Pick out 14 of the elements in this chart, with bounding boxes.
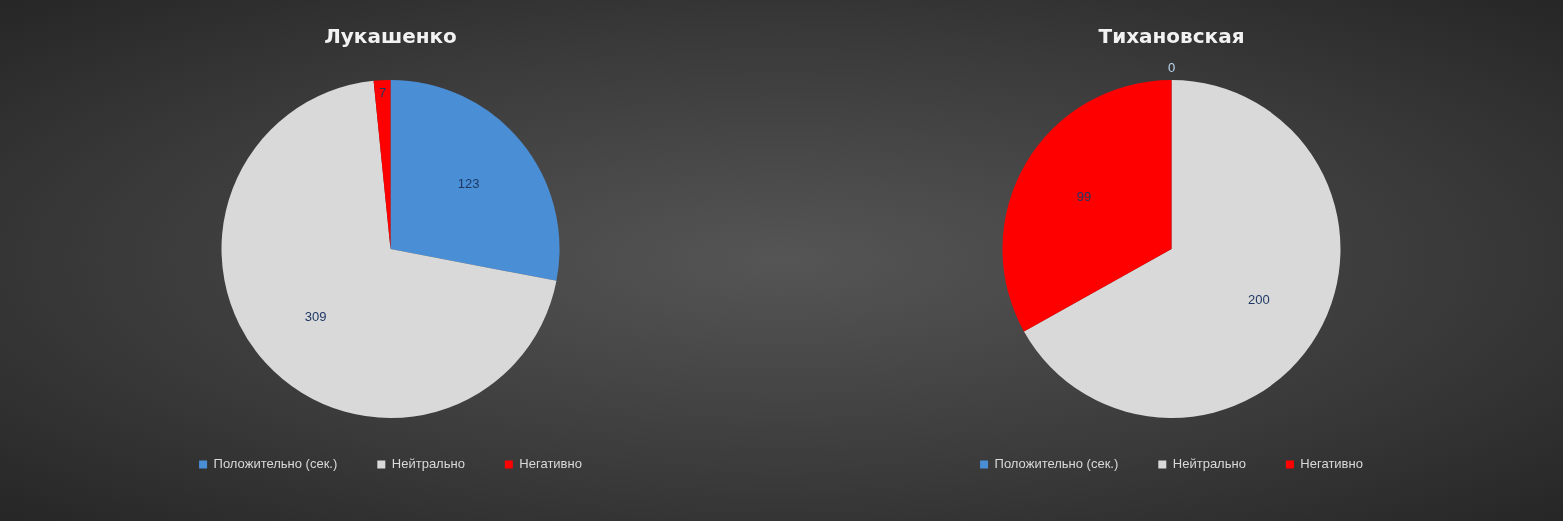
data-label: 200 <box>1248 291 1270 307</box>
chart-title: Тихановская <box>1098 24 1245 49</box>
chart-title: Лукашенко <box>324 24 457 49</box>
data-label: 123 <box>457 175 480 191</box>
legend-label: Негативно <box>1300 456 1363 472</box>
legend-label: Положительно (сек.) <box>994 456 1119 472</box>
data-label: 7 <box>379 85 387 101</box>
data-label: 309 <box>304 309 327 324</box>
legend-label: Нейтрально <box>1172 456 1246 472</box>
data-label: 99 <box>1076 189 1092 205</box>
legend-label: Нейтрально <box>391 456 465 472</box>
legend-label: Негативно <box>519 456 582 472</box>
text: 0 <box>1167 59 1176 75</box>
legend-label: Положительно (сек.) <box>213 456 338 472</box>
